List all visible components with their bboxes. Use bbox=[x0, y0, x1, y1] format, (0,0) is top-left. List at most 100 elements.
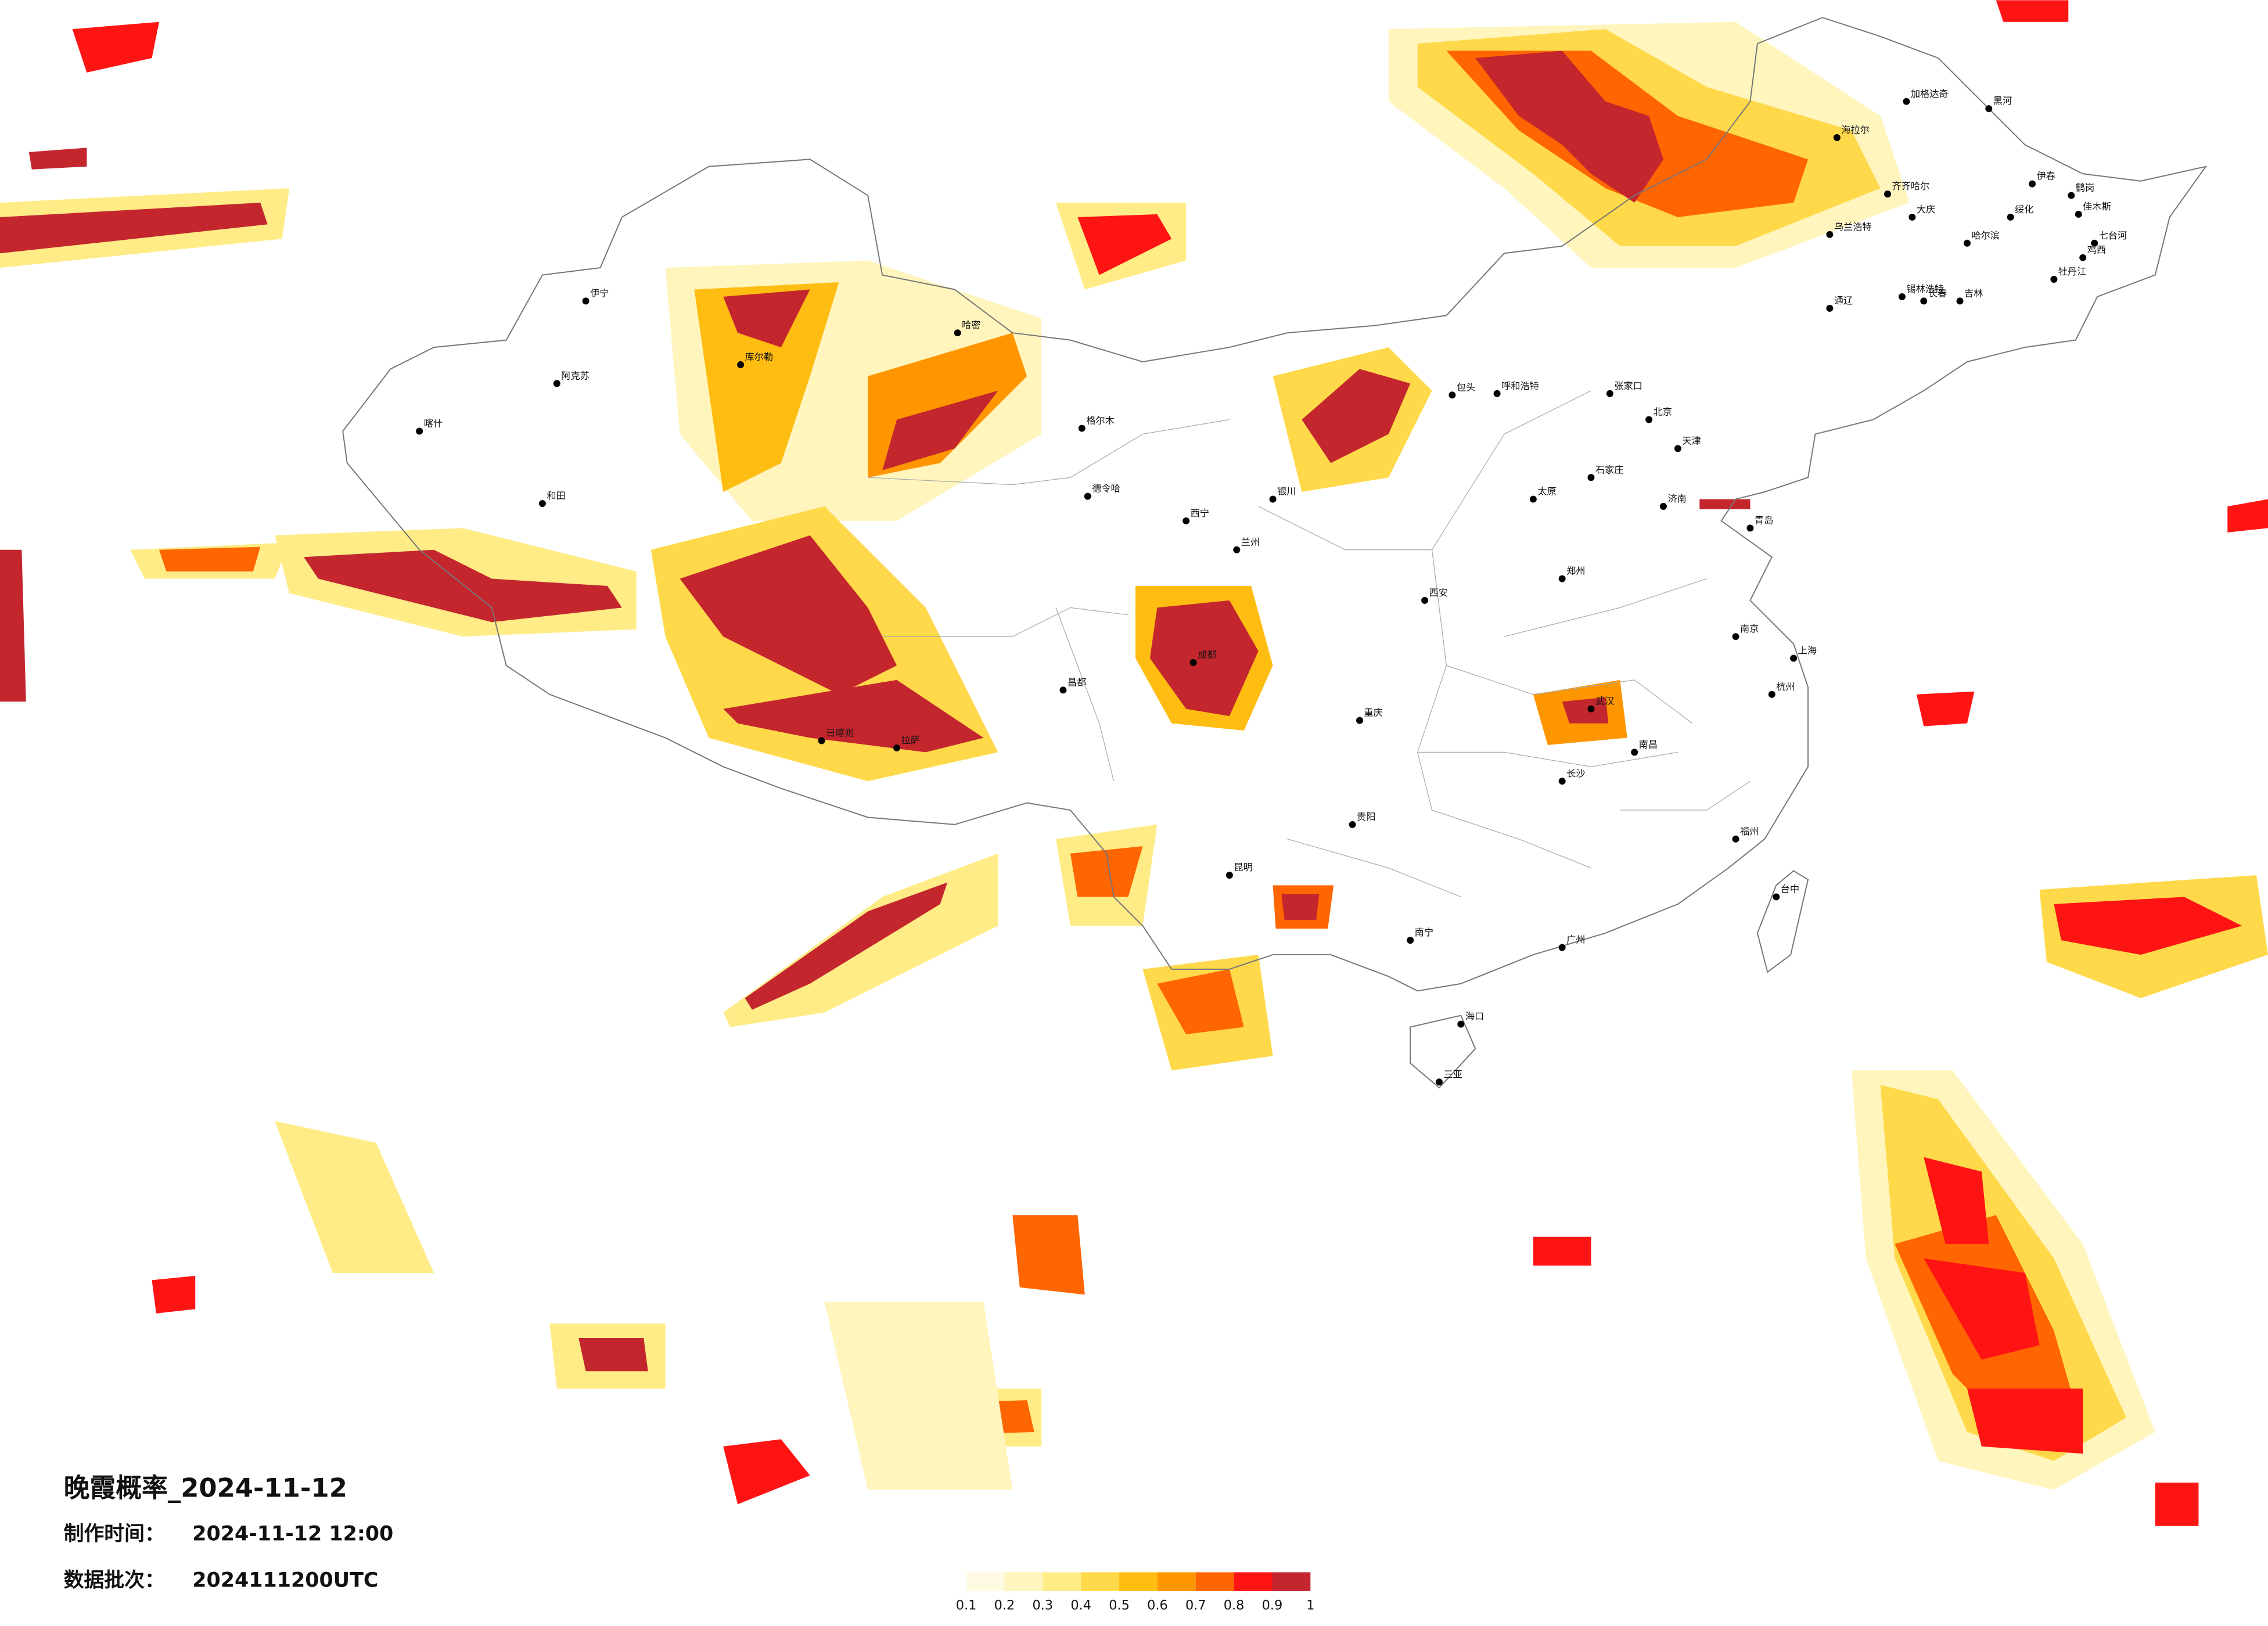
colorbar-tick-label: 0.9 bbox=[1262, 1598, 1283, 1613]
city-label: 西安 bbox=[1429, 587, 1448, 598]
city-label: 成都 bbox=[1198, 649, 1216, 660]
city-dot bbox=[1768, 690, 1775, 698]
production-time: 2024-11-12 12:00 bbox=[192, 1523, 393, 1546]
city-dot bbox=[1985, 105, 1993, 113]
city-label: 包头 bbox=[1457, 382, 1475, 393]
city-label: 哈尔滨 bbox=[1971, 230, 2000, 241]
borders bbox=[342, 17, 2208, 1089]
city-label: 锡林浩特 bbox=[1906, 283, 1944, 294]
city-label: 贵阳 bbox=[1357, 811, 1375, 822]
probability-area bbox=[745, 882, 948, 1010]
city-dot bbox=[1790, 654, 1798, 662]
city-label: 绥化 bbox=[2015, 204, 2033, 215]
city-label: 北京 bbox=[1654, 406, 1672, 418]
city-label: 吉林 bbox=[1964, 287, 1983, 298]
city-dot bbox=[1078, 425, 1086, 432]
probability-area bbox=[1077, 214, 1172, 275]
probability-area bbox=[28, 148, 87, 170]
city-label: 伊宁 bbox=[590, 287, 609, 298]
colorbar-tick-label: 1 bbox=[1306, 1598, 1314, 1613]
city-dot bbox=[2079, 254, 2087, 261]
probability-area bbox=[275, 1121, 434, 1273]
batch-label: 数据批次： bbox=[64, 1569, 165, 1592]
colorbar-box bbox=[1157, 1572, 1196, 1591]
probability-area bbox=[694, 282, 839, 492]
probability-area bbox=[2054, 897, 2242, 955]
colorbar-box bbox=[1272, 1572, 1311, 1591]
city-label: 兰州 bbox=[1241, 537, 1260, 548]
city-dot bbox=[954, 329, 961, 337]
probability-area bbox=[680, 535, 897, 695]
city-label: 广州 bbox=[1566, 934, 1585, 945]
province-lines bbox=[868, 390, 1751, 898]
city-label: 海口 bbox=[1465, 1011, 1484, 1022]
colorbar-tick-label: 0.6 bbox=[1147, 1598, 1168, 1613]
city-dot bbox=[1421, 596, 1429, 604]
city-dot bbox=[1558, 575, 1566, 582]
probability-area bbox=[1699, 499, 1751, 510]
probability-area bbox=[2155, 1483, 2199, 1526]
city-dot bbox=[1587, 705, 1595, 713]
city-label: 拉萨 bbox=[901, 735, 920, 746]
probability-area bbox=[0, 549, 26, 702]
city-dot bbox=[1084, 492, 1091, 500]
city-label: 库尔勒 bbox=[745, 351, 774, 362]
city-label: 加格达奇 bbox=[1911, 88, 1949, 99]
colorbar: 0.1 0.2 0.3 0.4 0.5 0.6 0.7 0.8 0.9 1 bbox=[956, 1572, 1314, 1613]
production-label: 制作时间： bbox=[64, 1523, 165, 1546]
colorbar-tick-label: 0.7 bbox=[1185, 1598, 1206, 1613]
city-label: 杭州 bbox=[1776, 681, 1795, 692]
city-dot bbox=[1884, 190, 1891, 198]
city-label: 石家庄 bbox=[1595, 464, 1624, 475]
probability-area bbox=[1281, 894, 1320, 920]
city-label: 张家口 bbox=[1614, 380, 1642, 391]
city-dot bbox=[1356, 717, 1363, 724]
city-dot bbox=[1773, 893, 1780, 901]
city-label: 昌都 bbox=[1067, 677, 1086, 688]
city-label: 格尔木 bbox=[1086, 415, 1115, 426]
hainan bbox=[1410, 1015, 1476, 1089]
city-dot bbox=[1956, 297, 1964, 305]
city-dot bbox=[1233, 546, 1241, 553]
probability-area bbox=[1916, 691, 1975, 726]
batch-value: 2024111200UTC bbox=[192, 1569, 378, 1592]
probability-area bbox=[723, 1439, 810, 1505]
city-dot bbox=[1529, 495, 1537, 503]
colorbar-box bbox=[1119, 1572, 1158, 1591]
probability-area bbox=[1157, 969, 1244, 1035]
colorbar-box bbox=[1004, 1572, 1043, 1591]
city-label: 济南 bbox=[1667, 493, 1686, 504]
city-label: 日喀则 bbox=[826, 728, 854, 739]
city-dot bbox=[1558, 944, 1566, 951]
city-dot bbox=[818, 737, 825, 744]
city-dot bbox=[2091, 239, 2098, 247]
colorbar-box bbox=[1234, 1572, 1273, 1591]
city-dot bbox=[2068, 192, 2075, 199]
city-dot bbox=[416, 427, 423, 435]
city-dot bbox=[582, 297, 590, 305]
city-label: 南昌 bbox=[1639, 739, 1658, 750]
city-label: 喀什 bbox=[424, 418, 443, 429]
city-dot bbox=[1903, 98, 1910, 105]
title: 晚霞概率_2024-11-12 bbox=[64, 1473, 347, 1503]
city-label: 长春 bbox=[1928, 287, 1947, 298]
city-label: 南京 bbox=[1740, 623, 1759, 634]
city-dot bbox=[1631, 749, 1638, 756]
colorbar-box bbox=[1195, 1572, 1234, 1591]
probability-field bbox=[0, 0, 2268, 1526]
colorbar-tick-label: 0.3 bbox=[1033, 1598, 1054, 1613]
probability-area bbox=[1924, 1157, 1989, 1244]
city-dot bbox=[1826, 231, 1834, 238]
city-label: 大庆 bbox=[1917, 204, 1935, 215]
probability-area bbox=[578, 1338, 648, 1372]
city-dot bbox=[1606, 390, 1613, 397]
taiwan bbox=[1756, 870, 1809, 973]
city-label: 郑州 bbox=[1566, 566, 1585, 577]
probability-area bbox=[1475, 51, 1663, 203]
city-label: 上海 bbox=[1798, 645, 1817, 656]
colorbar-box bbox=[966, 1572, 1005, 1591]
city-label: 阿克苏 bbox=[561, 370, 590, 381]
city-dot bbox=[1964, 239, 1971, 247]
city-dot bbox=[893, 744, 901, 751]
city-dot bbox=[1059, 686, 1067, 694]
